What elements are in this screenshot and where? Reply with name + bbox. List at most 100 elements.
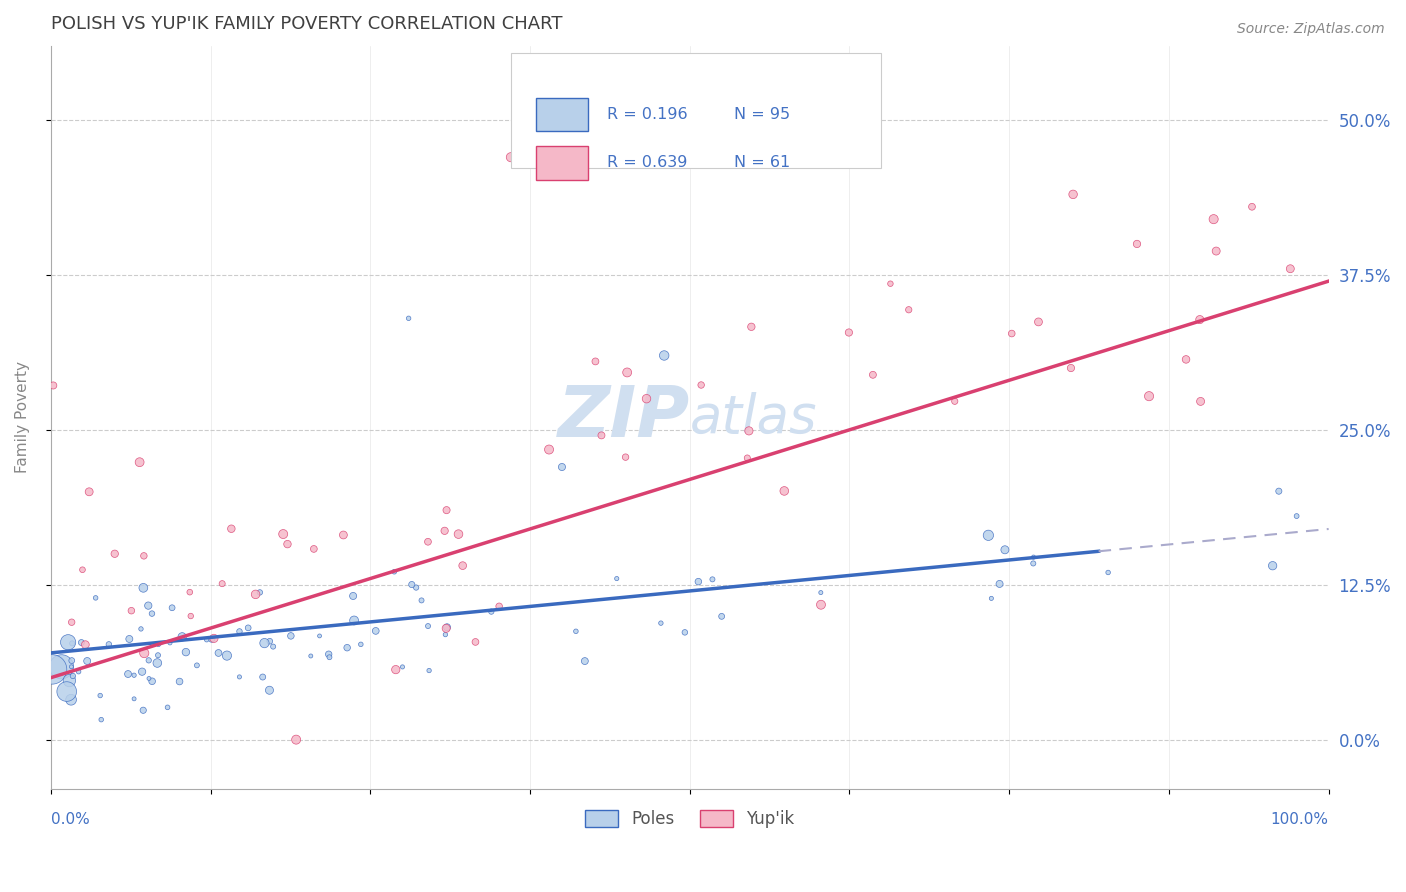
FancyBboxPatch shape — [510, 54, 882, 169]
Point — [350, 637, 373, 651]
Point — [245, 587, 267, 601]
Point — [1188, 312, 1211, 326]
Point — [652, 349, 675, 363]
Point — [943, 394, 966, 409]
Point — [77, 484, 100, 499]
Point — [228, 624, 250, 639]
Point — [160, 600, 183, 615]
Point — [1175, 352, 1198, 367]
Point — [180, 609, 202, 624]
Point — [1097, 566, 1119, 580]
Point — [211, 576, 233, 591]
Point — [436, 503, 458, 517]
Point — [1028, 315, 1050, 329]
Point — [1126, 236, 1149, 251]
Point — [980, 591, 1002, 606]
Point — [838, 326, 860, 340]
Point — [201, 632, 224, 646]
Point — [146, 656, 169, 670]
Point — [51, 659, 73, 673]
Point — [249, 585, 271, 599]
Point — [1022, 557, 1045, 571]
Point — [132, 549, 155, 563]
Point — [343, 614, 366, 628]
Point — [538, 442, 561, 457]
Point — [702, 573, 724, 587]
Point — [221, 522, 243, 536]
Point — [174, 645, 197, 659]
Point — [342, 589, 364, 603]
Point — [810, 585, 832, 599]
Point — [1022, 550, 1045, 565]
Point — [418, 664, 440, 678]
Point — [405, 581, 427, 595]
Point — [650, 616, 672, 631]
Point — [565, 624, 588, 639]
Point — [76, 654, 98, 668]
Point — [41, 662, 63, 676]
Point — [977, 528, 1000, 542]
Point — [436, 620, 458, 634]
Point — [1240, 200, 1263, 214]
Point — [259, 683, 281, 698]
Point — [308, 629, 330, 643]
Point — [398, 311, 420, 326]
Point — [70, 635, 93, 649]
Point — [574, 654, 596, 668]
Point — [159, 636, 181, 650]
Point — [688, 574, 710, 589]
Point — [104, 547, 127, 561]
Text: 100.0%: 100.0% — [1271, 812, 1329, 827]
Text: N = 95: N = 95 — [734, 107, 790, 122]
Point — [1001, 326, 1024, 341]
Point — [259, 634, 281, 648]
Point — [738, 424, 761, 438]
Point — [416, 534, 439, 549]
Point — [737, 450, 759, 465]
Point — [1062, 187, 1084, 202]
Point — [97, 637, 120, 651]
Point — [336, 640, 359, 655]
Point — [67, 665, 90, 679]
Point — [551, 460, 574, 475]
Point — [117, 667, 139, 681]
Point — [89, 689, 111, 703]
Point — [122, 668, 145, 682]
Point — [810, 598, 832, 612]
Text: POLISH VS YUP'IK FAMILY POVERTY CORRELATION CHART: POLISH VS YUP'IK FAMILY POVERTY CORRELAT… — [51, 15, 562, 33]
Point — [1268, 484, 1291, 499]
Point — [128, 455, 150, 469]
Point — [673, 625, 696, 640]
Point — [710, 609, 733, 624]
Point — [253, 636, 276, 650]
Point — [62, 669, 84, 683]
Point — [156, 700, 179, 714]
Text: ZIP: ZIP — [558, 383, 690, 452]
Point — [276, 537, 298, 551]
Point — [897, 302, 920, 317]
Point — [129, 622, 152, 636]
Point — [411, 593, 433, 607]
Point — [207, 646, 229, 660]
Point — [302, 541, 325, 556]
Point — [138, 653, 160, 667]
Point — [451, 558, 474, 573]
Point — [299, 648, 322, 663]
Point — [614, 450, 637, 464]
Point — [583, 354, 606, 368]
Point — [1202, 212, 1225, 227]
Point — [56, 635, 79, 649]
Point — [60, 659, 83, 673]
Text: R = 0.639: R = 0.639 — [606, 155, 688, 170]
Point — [60, 615, 83, 630]
Point — [988, 577, 1011, 591]
Point — [60, 636, 83, 650]
Point — [879, 277, 901, 291]
Point — [42, 378, 65, 392]
Point — [994, 542, 1017, 557]
Point — [1189, 394, 1212, 409]
Point — [384, 663, 406, 677]
Point — [401, 577, 423, 591]
Point — [606, 572, 628, 586]
Point — [1060, 361, 1083, 376]
